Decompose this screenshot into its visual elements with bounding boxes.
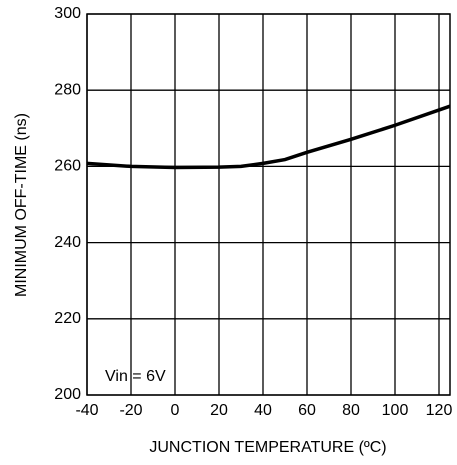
y-tick-label: 260 [54,158,81,175]
y-tick-label: 300 [54,5,81,22]
x-tick-label: 40 [254,402,272,419]
x-tick-label: -40 [75,402,98,419]
x-tick-label: 60 [298,402,316,419]
x-tick-label: 0 [171,402,180,419]
y-axis-label: MINIMUM OFF-TIME (ns) [13,113,30,297]
y-tick-label: 280 [54,81,81,98]
data-line [86,104,451,170]
x-tick-label: 20 [210,402,228,419]
x-tick-label: 100 [382,402,409,419]
plot-frame [86,13,451,396]
y-tick-label: 220 [54,310,81,327]
x-tick-label: -20 [119,402,142,419]
x-tick-label: 80 [342,402,360,419]
annotation: Vin = 6V [105,368,166,385]
x-tick-label: 120 [426,402,453,419]
y-tick-label: 200 [54,386,81,403]
y-tick-label: 240 [54,234,81,251]
x-axis-label: JUNCTION TEMPERATURE (ºC) [149,439,386,456]
